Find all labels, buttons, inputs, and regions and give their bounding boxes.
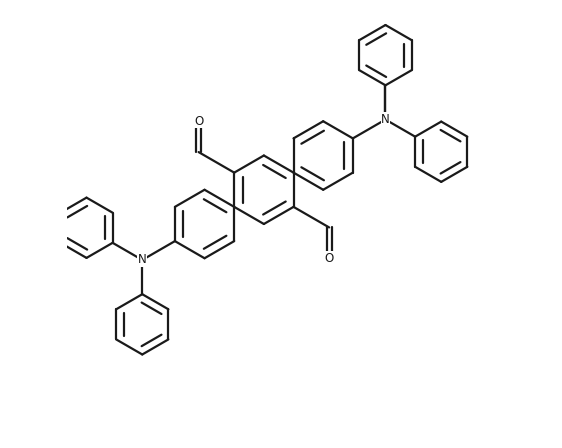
Text: N: N bbox=[138, 254, 147, 267]
Text: N: N bbox=[381, 113, 390, 126]
Text: O: O bbox=[194, 115, 203, 128]
Text: O: O bbox=[324, 252, 334, 265]
